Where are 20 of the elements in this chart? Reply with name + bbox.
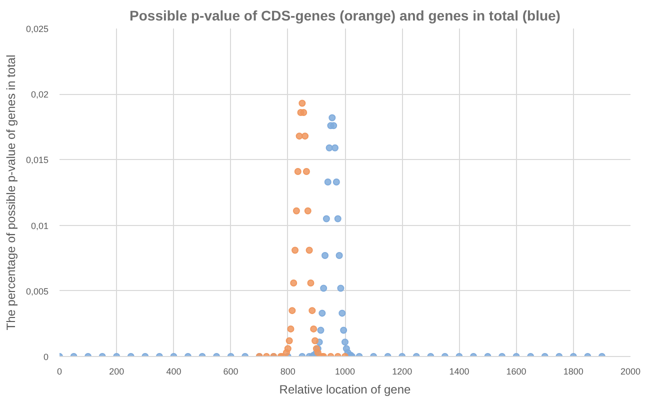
x-tick-label: 600 <box>223 366 238 376</box>
y-tick-label: 0,005 <box>26 286 49 296</box>
x-tick-label: 2000 <box>620 366 641 376</box>
y-tick-label: 0,01 <box>30 220 49 231</box>
x-tick-label: 0 <box>56 366 62 376</box>
x-axis-title: Relative location of gene <box>279 382 412 396</box>
x-tick-label: 1800 <box>563 366 584 376</box>
x-tick-label: 1000 <box>334 366 356 376</box>
x-tick-label: 400 <box>166 366 182 376</box>
x-tick-label: 1200 <box>392 366 412 376</box>
y-axis-title: The percentage of possible p-value of genes in total <box>4 54 18 330</box>
y-tick-label: 0,025 <box>26 24 49 34</box>
chart-title: Possible p-value of CDS-genes (orange) and genes in total (blue) <box>130 8 560 24</box>
x-tick-label: 1600 <box>506 366 526 376</box>
y-tick-label: 0,015 <box>26 155 49 166</box>
y-tick-label: 0 <box>43 352 49 362</box>
x-tick-label: 1400 <box>449 366 470 376</box>
x-tick-label: 800 <box>280 366 296 376</box>
x-tick-label: 200 <box>109 366 124 376</box>
y-tick-label: 0,02 <box>30 90 49 100</box>
